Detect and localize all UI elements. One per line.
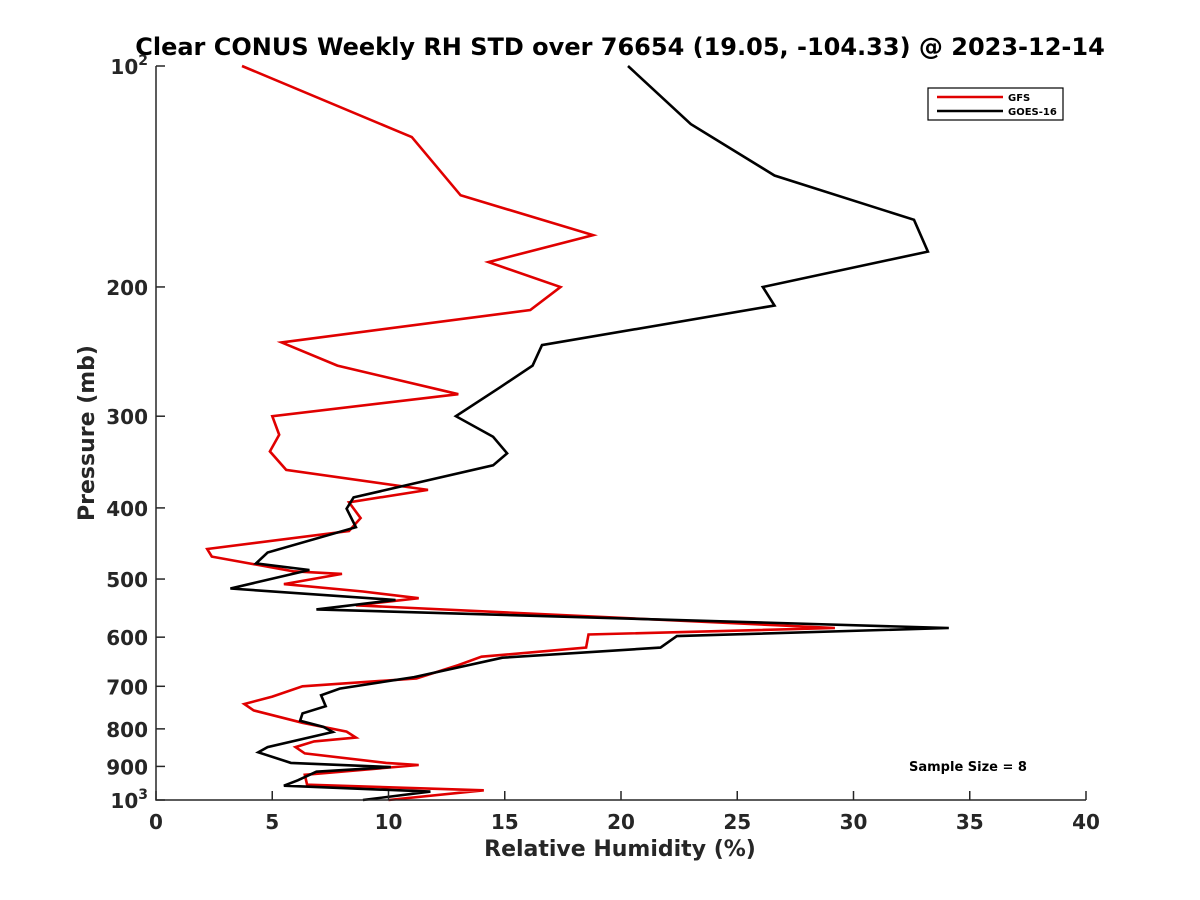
chart-title: Clear CONUS Weekly RH STD over 76654 (19… (135, 33, 1105, 61)
y-tick-label: 103 (110, 787, 148, 813)
legend: GFS GOES-16 (927, 87, 1064, 121)
series-layer (205, 64, 949, 802)
legend-label-gfs: GFS (1008, 93, 1030, 104)
x-axis-label: Relative Humidity (%) (484, 837, 756, 862)
x-tick-label: 40 (1072, 810, 1100, 834)
series-line-goes16 (230, 65, 949, 802)
x-tick-label: 15 (491, 810, 519, 834)
series-line-gfs (205, 64, 835, 802)
legend-label-goes16: GOES-16 (1008, 107, 1057, 118)
x-tick-label: 35 (956, 810, 984, 834)
sample-size-annotation: Sample Size = 8 (909, 760, 1027, 775)
x-tick-label: 10 (375, 810, 403, 834)
y-axis-label: Pressure (mb) (75, 345, 100, 521)
y-tick-label: 800 (106, 718, 148, 742)
y-tick-label: 200 (106, 276, 148, 300)
y-tick-label: 900 (106, 755, 148, 779)
y-tick-label: 600 (106, 626, 148, 650)
x-tick-label: 0 (149, 810, 163, 834)
x-tick-label: 30 (840, 810, 868, 834)
x-tick-label: 5 (265, 810, 279, 834)
legend-box (927, 87, 1064, 121)
x-tick-label: 20 (607, 810, 635, 834)
y-tick-label: 300 (106, 405, 148, 429)
axes-layer: 0 5 10 15 20 25 30 35 40 102 200 300 400 500 600 700 800… (106, 53, 1100, 834)
y-tick-label: 102 (110, 53, 148, 79)
x-tick-label: 25 (723, 810, 751, 834)
y-tick-label: 700 (106, 675, 148, 699)
y-tick-label: 500 (106, 568, 148, 592)
y-tick-label: 400 (106, 497, 148, 521)
